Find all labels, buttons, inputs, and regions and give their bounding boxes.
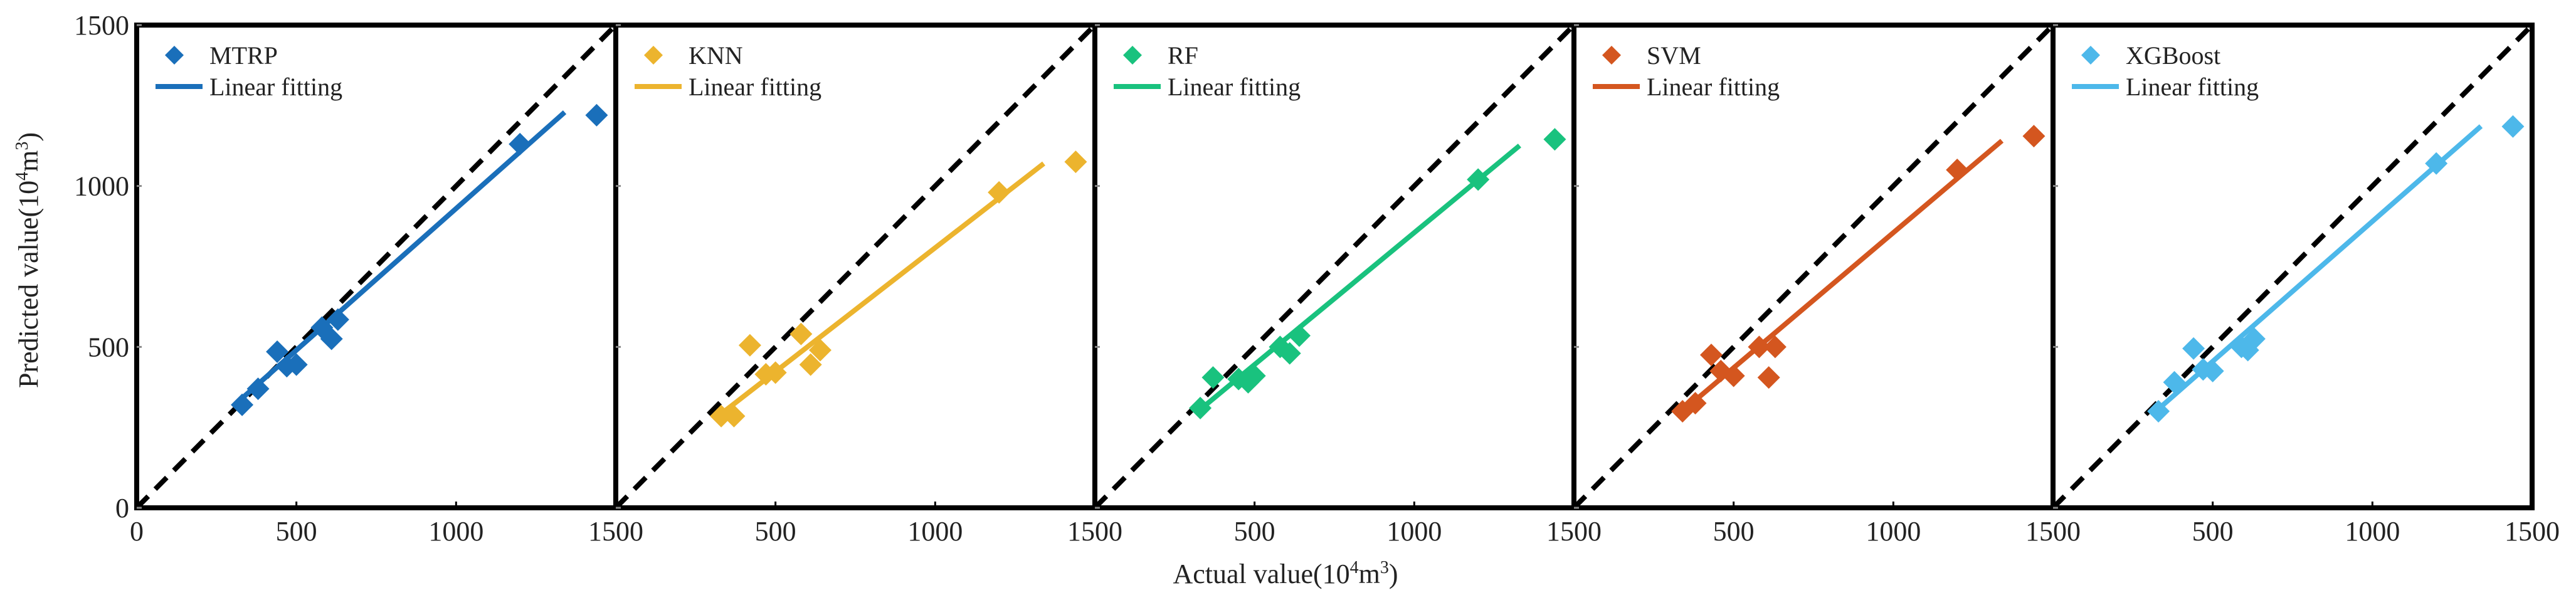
x-tick-label-mtrp-1000: 1000: [428, 516, 483, 547]
chart-panel-mtrp: 0 500 1000 1500 0 500 1000 1500 MTRP Linear fitti…: [74, 10, 643, 547]
x-tick-label-mtrp-0: 0: [130, 516, 144, 547]
data-point-mtrp-9: [585, 103, 608, 127]
data-point-knn-2: [738, 334, 761, 357]
data-point-knn-8: [988, 181, 1011, 204]
data-point-svm-1: [1684, 392, 1707, 415]
legend-label-fit-rf: Linear fitting: [1168, 73, 1301, 101]
data-point-rf-8: [1467, 168, 1490, 191]
data-point-knn-7: [808, 339, 831, 362]
legend-marker-svm: [1602, 46, 1621, 65]
data-point-svm-8: [1946, 159, 1969, 181]
chart-panel-rf: 500 1000 1500 RF Linear fitting: [1092, 23, 1602, 547]
reference-line-mtrp: [135, 23, 618, 510]
data-point-knn-1: [722, 404, 746, 428]
data-point-xgboost-2: [2182, 337, 2205, 360]
x-tick-label-xgboost-500: 500: [2192, 516, 2234, 547]
fit-line-mtrp: [240, 110, 567, 401]
data-point-xgboost-8: [2425, 152, 2448, 175]
x-tick-label-knn-1500: 1500: [1067, 516, 1122, 547]
legend-label-fit-mtrp: Linear fitting: [209, 73, 342, 101]
data-point-knn-4: [764, 361, 787, 384]
legend-label-knn: KNN: [689, 41, 743, 70]
legend-label-fit-xgboost: Linear fitting: [2126, 73, 2259, 101]
reference-line-knn: [614, 23, 1097, 510]
y-axis-title: Predicted value(104m3): [13, 132, 44, 388]
x-tick-label-knn-500: 500: [755, 516, 796, 547]
data-point-rf-4: [1243, 364, 1266, 387]
chart-panel-xgboost: 500 1000 1500 XGBoost Linear fitting: [2051, 23, 2560, 547]
x-tick-label-knn-1000: 1000: [907, 516, 963, 547]
data-point-rf-7: [1287, 324, 1311, 347]
x-tick-label-svm-500: 500: [1713, 516, 1755, 547]
x-tick-label-rf-500: 500: [1234, 516, 1275, 547]
data-point-mtrp-1: [246, 377, 270, 401]
y-tick-label-500: 500: [88, 332, 129, 362]
legend-label-svm: SVM: [1647, 41, 1701, 70]
data-point-svm-5: [1748, 335, 1771, 359]
data-point-svm-9: [2022, 125, 2045, 148]
data-point-knn-0: [710, 404, 733, 428]
data-point-knn-6: [799, 353, 822, 376]
data-point-knn-5: [789, 322, 813, 345]
reference-line-svm: [1572, 23, 2055, 510]
data-point-rf-6: [1278, 342, 1301, 365]
data-point-xgboost-7: [2242, 327, 2266, 350]
data-point-rf-1: [1201, 366, 1225, 389]
data-point-rf-0: [1189, 396, 1212, 419]
x-axis-title: Actual value(104m3): [1173, 558, 1398, 589]
data-point-mtrp-6: [320, 327, 343, 350]
legend-label-fit-knn: Linear fitting: [689, 73, 821, 101]
fit-line-rf: [1198, 144, 1521, 412]
data-point-svm-2: [1700, 344, 1723, 367]
y-tick-label-1000: 1000: [74, 171, 129, 202]
legend-label-xgboost: XGBoost: [2126, 41, 2220, 70]
x-tick-label-rf-1500: 1500: [1546, 516, 1602, 547]
chart-panel-svm: 500 1000 1500 SVM Linear fitting: [1571, 23, 2081, 547]
legend-label-fit-svm: Linear fitting: [1647, 73, 1780, 101]
legend-label-rf: RF: [1168, 41, 1198, 70]
data-point-mtrp-2: [266, 340, 289, 364]
panel-frame-knn: [613, 23, 1097, 510]
x-tick-label-mtrp-500: 500: [276, 516, 317, 547]
data-point-mtrp-4: [285, 353, 308, 376]
data-point-rf-9: [1543, 128, 1566, 151]
data-point-xgboost-0: [2147, 400, 2170, 423]
legend-marker-xgboost: [2081, 46, 2100, 65]
data-point-xgboost-4: [2201, 359, 2224, 382]
x-tick-label-svm-1500: 1500: [2025, 516, 2081, 547]
legend-label-mtrp: MTRP: [209, 41, 278, 70]
y-tick-label-1500: 1500: [74, 10, 129, 41]
y-tick-label-0: 0: [115, 493, 129, 523]
x-tick-label-xgboost-1500: 1500: [2505, 516, 2560, 547]
legend-marker-mtrp: [165, 46, 184, 65]
panel-frame-svm: [1571, 23, 2056, 510]
data-point-svm-7: [1763, 335, 1787, 359]
data-point-mtrp-8: [509, 132, 532, 155]
panel-frame-xgboost: [2051, 23, 2535, 510]
x-tick-label-xgboost-1000: 1000: [2345, 516, 2400, 547]
panel-frame-rf: [1092, 23, 1576, 510]
chart-panel-knn: 500 1000 1500 KNN Linear fitting: [613, 23, 1122, 547]
legend-marker-knn: [644, 46, 663, 65]
data-point-svm-4: [1722, 364, 1745, 387]
x-tick-label-svm-1000: 1000: [1866, 516, 1921, 547]
reference-line-rf: [1093, 23, 1576, 510]
data-point-xgboost-9: [2501, 115, 2525, 138]
data-point-mtrp-7: [326, 308, 349, 331]
data-point-xgboost-1: [2163, 371, 2186, 394]
data-point-mtrp-0: [231, 393, 254, 416]
legend-marker-rf: [1123, 46, 1142, 65]
x-tick-label-rf-1000: 1000: [1386, 516, 1442, 547]
data-point-knn-9: [1064, 150, 1087, 174]
reference-line-xgboost: [2051, 23, 2534, 510]
x-tick-label-mtrp-1500: 1500: [588, 516, 643, 547]
data-point-svm-6: [1757, 366, 1780, 389]
